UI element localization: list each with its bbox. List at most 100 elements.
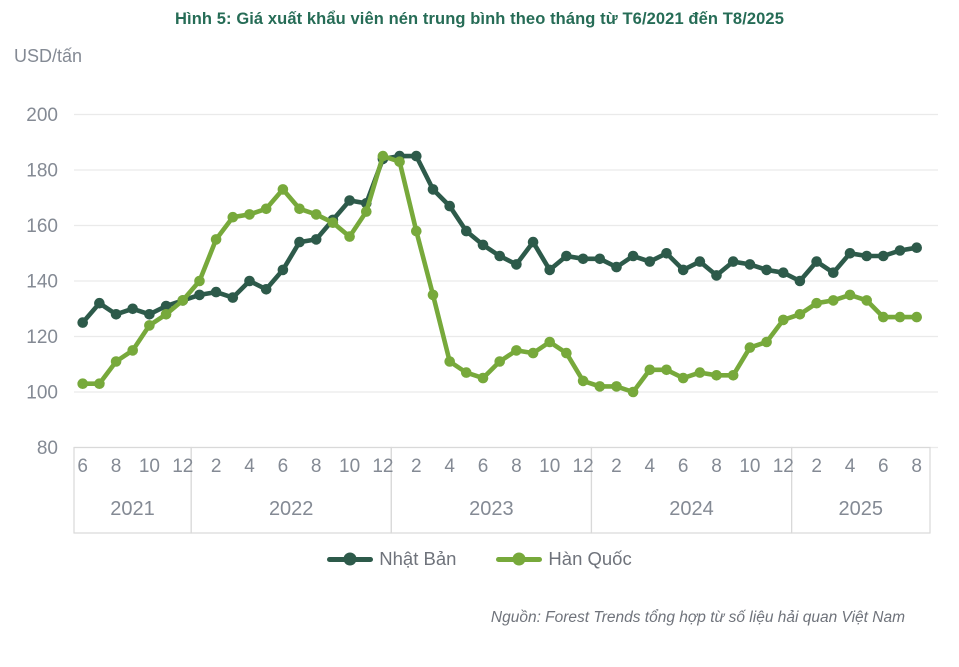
data-point: [594, 253, 606, 265]
year-label: 2025: [839, 498, 884, 520]
legend-label-korea: Hàn Quốc: [548, 548, 632, 569]
y-tick-label: 180: [26, 161, 58, 182]
data-point: [477, 239, 489, 251]
data-point: [477, 372, 489, 384]
data-point: [677, 264, 689, 276]
data-point: [794, 309, 806, 320]
x-tick-label: 8: [911, 456, 922, 477]
data-point: [210, 234, 222, 245]
data-point: [544, 336, 555, 348]
data-point: [94, 297, 105, 309]
data-point: [727, 256, 739, 267]
x-tick-label: 10: [339, 456, 360, 477]
y-tick-label: 140: [26, 272, 58, 293]
data-point: [711, 370, 722, 381]
data-point: [811, 297, 822, 309]
data-point: [327, 217, 339, 228]
x-tick-label: 4: [845, 456, 856, 477]
data-point: [461, 367, 472, 378]
data-point: [110, 309, 122, 320]
data-point: [661, 364, 672, 376]
data-point: [694, 367, 706, 378]
y-tick-label: 120: [26, 327, 58, 348]
x-tick-label: 4: [444, 456, 455, 477]
data-point: [677, 372, 689, 384]
data-point: [411, 225, 422, 237]
year-label: 2021: [110, 498, 155, 520]
x-tick-label: 6: [478, 456, 489, 477]
x-tick-label: 6: [878, 456, 889, 477]
data-point: [177, 295, 189, 306]
y-tick-label: 200: [26, 105, 58, 126]
source-credit: Nguồn: Forest Trends tổng hợp từ số liệu…: [490, 609, 905, 626]
legend-label-japan: Nhật Bản: [379, 548, 457, 569]
x-tick-label: 12: [372, 456, 393, 477]
x-tick-label: 2: [611, 456, 622, 477]
data-point: [511, 345, 522, 356]
chart-title: Hình 5: Giá xuất khẩu viên nén trung bìn…: [175, 10, 784, 28]
data-point: [461, 225, 472, 237]
x-tick-label: 8: [311, 456, 322, 477]
y-tick-label: 100: [26, 383, 58, 404]
x-tick-label: 6: [77, 456, 88, 477]
data-point: [861, 250, 872, 262]
data-point: [394, 156, 405, 167]
x-tick-label: 2: [411, 456, 422, 477]
data-point: [894, 311, 906, 323]
data-point: [561, 250, 572, 262]
series-line-japan: [80, 153, 920, 325]
data-point: [260, 203, 272, 215]
data-point: [77, 317, 88, 328]
data-point: [277, 264, 289, 276]
data-point: [194, 275, 205, 287]
data-point: [627, 250, 639, 262]
data-point: [344, 195, 355, 206]
data-point: [527, 236, 539, 248]
x-tick-label: 6: [678, 456, 689, 477]
data-point: [277, 184, 289, 195]
data-point: [77, 378, 88, 390]
data-point: [244, 209, 255, 220]
data-point: [744, 259, 756, 270]
legend-item-japan: Nhật Bản: [327, 548, 456, 570]
data-point: [511, 259, 522, 270]
x-tick-label: 12: [573, 456, 594, 477]
data-point: [561, 347, 572, 359]
data-point: [210, 286, 222, 298]
korea-line-swatch: [496, 552, 543, 566]
data-point: [594, 381, 606, 392]
data-point: [694, 256, 706, 267]
korea-dot-icon: [512, 552, 526, 566]
data-point: [661, 248, 672, 259]
data-point: [294, 236, 305, 248]
data-point: [627, 386, 639, 398]
chart-legend: Nhật Bản Hàn Quốc: [0, 548, 959, 570]
data-point: [361, 206, 372, 217]
data-point: [894, 245, 906, 256]
x-tick-label: 10: [739, 456, 760, 477]
data-point: [544, 264, 555, 276]
data-point: [227, 211, 239, 223]
data-point: [494, 250, 506, 262]
year-group-box: [790, 446, 931, 534]
x-tick-label: 8: [111, 456, 122, 477]
data-point: [444, 200, 456, 212]
data-point: [644, 256, 656, 267]
data-point: [711, 270, 722, 281]
data-point: [878, 250, 889, 262]
data-point: [310, 209, 322, 220]
data-point: [160, 300, 172, 312]
legend-item-korea: Hàn Quốc: [496, 548, 632, 570]
y-tick-label: 160: [26, 216, 58, 237]
x-tick-label: 2: [211, 456, 222, 477]
data-point: [294, 203, 305, 215]
y-tick-label: 80: [37, 438, 58, 459]
data-point: [377, 150, 389, 162]
data-point: [244, 275, 255, 287]
x-tick-label: 8: [711, 456, 722, 477]
x-tick-label: 10: [539, 456, 560, 477]
data-point: [861, 295, 872, 306]
japan-line-swatch: [327, 552, 374, 566]
